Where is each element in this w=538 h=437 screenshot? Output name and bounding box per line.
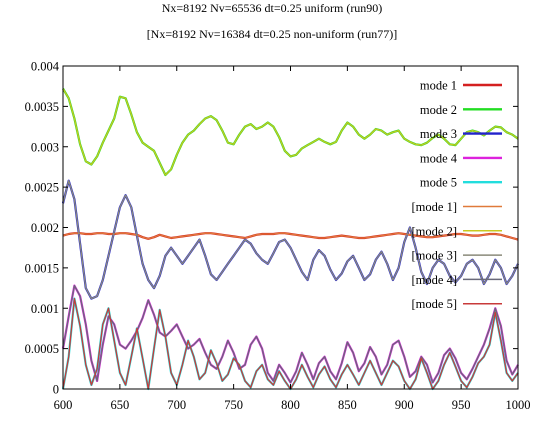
y-tick-label: 0 xyxy=(53,383,59,397)
legend-label-mode-3: mode 3 xyxy=(420,127,457,141)
series-line-bracket-mode-4 xyxy=(62,284,519,384)
x-tick-label: 600 xyxy=(54,398,73,412)
legend-label-bracket-mode-2: [mode 2] xyxy=(412,224,457,238)
legend-label-mode-1: mode 1 xyxy=(420,79,457,93)
axes-layer: 600 650 700 750 800 850 900 950 1000 0 0.0005 0.001… xyxy=(25,60,531,413)
legend-label-bracket-mode-1: [mode 1] xyxy=(412,200,457,214)
x-tick-label: 900 xyxy=(395,398,414,412)
x-tick-label: 800 xyxy=(281,398,300,412)
y-tick-label: 0.004 xyxy=(31,60,60,74)
x-tick-label: 700 xyxy=(167,398,186,412)
legend-label-mode-4: mode 4 xyxy=(420,151,458,165)
legend: mode 1 mode 2 mode 3 mode 4 mode 5 [mode 1] [m… xyxy=(412,79,502,311)
x-tick-label: 950 xyxy=(452,398,471,412)
chart-title-line-2: [Nx=8192 Nv=16384 dt=0.25 non-uniform (r… xyxy=(147,27,398,41)
x-tick-label: 1000 xyxy=(506,398,531,412)
x-tick-label: 750 xyxy=(224,398,243,412)
series-line-bracket-mode-3 xyxy=(62,180,519,300)
chart-title-line-1: Nx=8192 Nv=65536 dt=0.25 uniform (run90) xyxy=(162,1,383,15)
series-line-bracket-mode-2 xyxy=(62,88,519,176)
y-tick-label: 0.0005 xyxy=(25,342,59,356)
x-tick-label: 850 xyxy=(338,398,357,412)
y-tick-label: 0.0035 xyxy=(25,100,59,114)
y-tick-label: 0.003 xyxy=(31,140,59,154)
legend-label-bracket-mode-3: [mode 3] xyxy=(412,249,457,263)
y-tick-label: 0.0025 xyxy=(25,181,59,195)
x-tick-label: 650 xyxy=(111,398,130,412)
y-tick-label: 0.001 xyxy=(31,302,59,316)
series-line-bracket-mode-1 xyxy=(62,232,519,241)
legend-label-mode-2: mode 2 xyxy=(420,103,457,117)
y-tick-label: 0.0015 xyxy=(25,261,59,275)
series-line-mode-5 xyxy=(61,297,519,391)
series-line-bracket-mode-5 xyxy=(62,297,519,390)
legend-label-bracket-mode-5: [mode 5] xyxy=(412,297,457,311)
y-tick-label: 0.002 xyxy=(31,221,59,235)
legend-label-bracket-mode-4: [mode 4] xyxy=(412,273,457,287)
legend-label-mode-5: mode 5 xyxy=(420,176,457,190)
